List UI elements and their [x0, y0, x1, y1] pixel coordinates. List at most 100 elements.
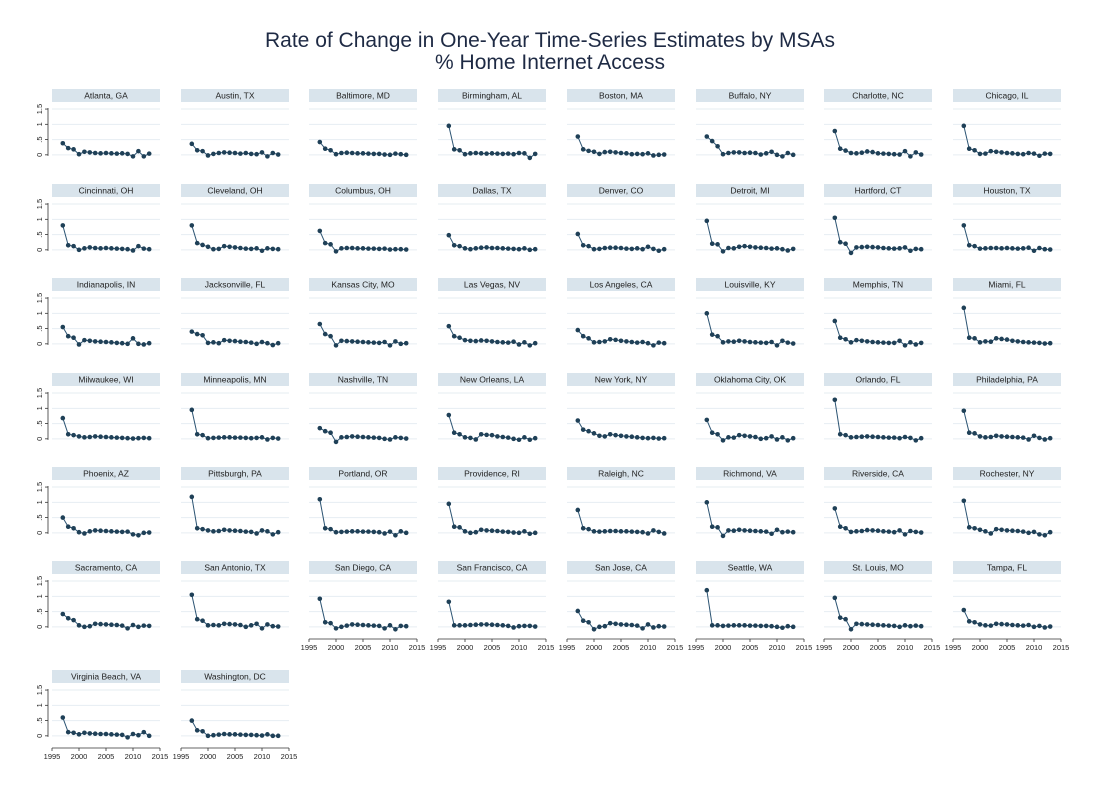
panel-strip [438, 467, 546, 480]
data-point [71, 617, 76, 623]
panel-title: Phoenix, AZ [83, 469, 129, 479]
data-point [468, 246, 473, 252]
data-point [1031, 340, 1037, 345]
data-point [130, 336, 136, 341]
data-point [265, 154, 270, 159]
data-point [972, 525, 977, 531]
data-point [651, 435, 656, 441]
data-point [859, 338, 865, 344]
data-point [339, 338, 344, 344]
data-point [1047, 151, 1053, 157]
data-point [103, 150, 109, 156]
data-point [189, 718, 195, 723]
data-point [972, 147, 977, 153]
data-point [913, 529, 919, 535]
data-point [1031, 433, 1037, 439]
data-point [451, 430, 457, 436]
data-point [366, 340, 371, 345]
data-point [403, 152, 409, 158]
data-point [897, 338, 902, 344]
panel: Raleigh, NC [567, 467, 675, 536]
data-point [478, 151, 484, 156]
panel: San Jose, CA 1995 2000 2005 2010 2015 [559, 561, 683, 652]
data-point [238, 339, 243, 345]
data-point [366, 435, 371, 440]
data-point [205, 244, 211, 250]
data-point [591, 340, 597, 345]
x-tick-label: 2000 [71, 752, 88, 761]
data-point [382, 246, 387, 251]
data-point [780, 338, 785, 344]
data-point [575, 608, 581, 614]
data-point [1026, 245, 1031, 251]
data-point [613, 337, 618, 343]
data-point [82, 246, 87, 251]
panel-title: San Diego, CA [335, 563, 392, 573]
panel: Nashville, TN [309, 373, 417, 445]
data-point [753, 340, 758, 345]
x-tick-label: 2005 [870, 643, 887, 652]
data-point [216, 528, 222, 534]
data-point [704, 218, 710, 224]
data-point [109, 246, 114, 251]
data-point [1042, 151, 1048, 156]
data-point [275, 340, 281, 346]
data-point [902, 434, 908, 440]
data-point [837, 615, 843, 620]
data-point [489, 339, 495, 344]
data-point [977, 622, 983, 627]
data-point [457, 525, 462, 530]
data-point [125, 246, 130, 252]
data-point [875, 340, 881, 345]
data-point [656, 529, 662, 535]
data-point [500, 246, 506, 251]
data-point [243, 246, 249, 251]
panel-strip [181, 278, 289, 291]
data-point [376, 435, 382, 441]
data-point [216, 732, 222, 737]
data-point [726, 528, 731, 533]
data-point [109, 151, 114, 156]
data-point [790, 152, 796, 158]
panel-strip [953, 561, 1061, 574]
data-point [98, 621, 103, 627]
data-point [462, 435, 468, 440]
data-point [65, 431, 71, 437]
data-point [211, 732, 216, 738]
y-tick-label: 1.5 [35, 199, 44, 209]
data-point [651, 625, 656, 630]
data-point [194, 728, 200, 733]
data-point [317, 321, 323, 327]
data-point [854, 245, 859, 250]
panel-title: Virginia Beach, VA [71, 672, 141, 682]
panel: Rochester, NY [953, 467, 1061, 538]
data-point [704, 587, 710, 593]
data-point [607, 528, 613, 534]
data-point [886, 340, 892, 346]
data-point [119, 246, 125, 252]
data-point [248, 529, 254, 535]
data-point [200, 332, 205, 338]
data-point [785, 340, 791, 345]
data-point [484, 245, 489, 250]
data-point [790, 341, 796, 346]
panel-title: Houston, TX [983, 186, 1030, 196]
y-tick-label: 0 [35, 531, 44, 535]
data-point [983, 246, 988, 251]
y-tick-label: .5 [35, 136, 44, 142]
data-point [403, 436, 409, 441]
x-tick-label: 2000 [457, 643, 474, 652]
data-point [1042, 246, 1048, 252]
data-point [747, 528, 753, 534]
panel: Richmond, VA [696, 467, 804, 539]
data-point [254, 732, 259, 738]
data-point [580, 242, 586, 248]
data-point [1015, 151, 1021, 157]
panel: Washington, DC 1995 2000 2005 2010 2015 [173, 670, 297, 761]
data-point [194, 431, 200, 437]
data-point [227, 435, 232, 440]
data-point [65, 145, 71, 151]
data-point [774, 152, 780, 158]
data-point [119, 151, 125, 156]
data-point [468, 151, 473, 156]
